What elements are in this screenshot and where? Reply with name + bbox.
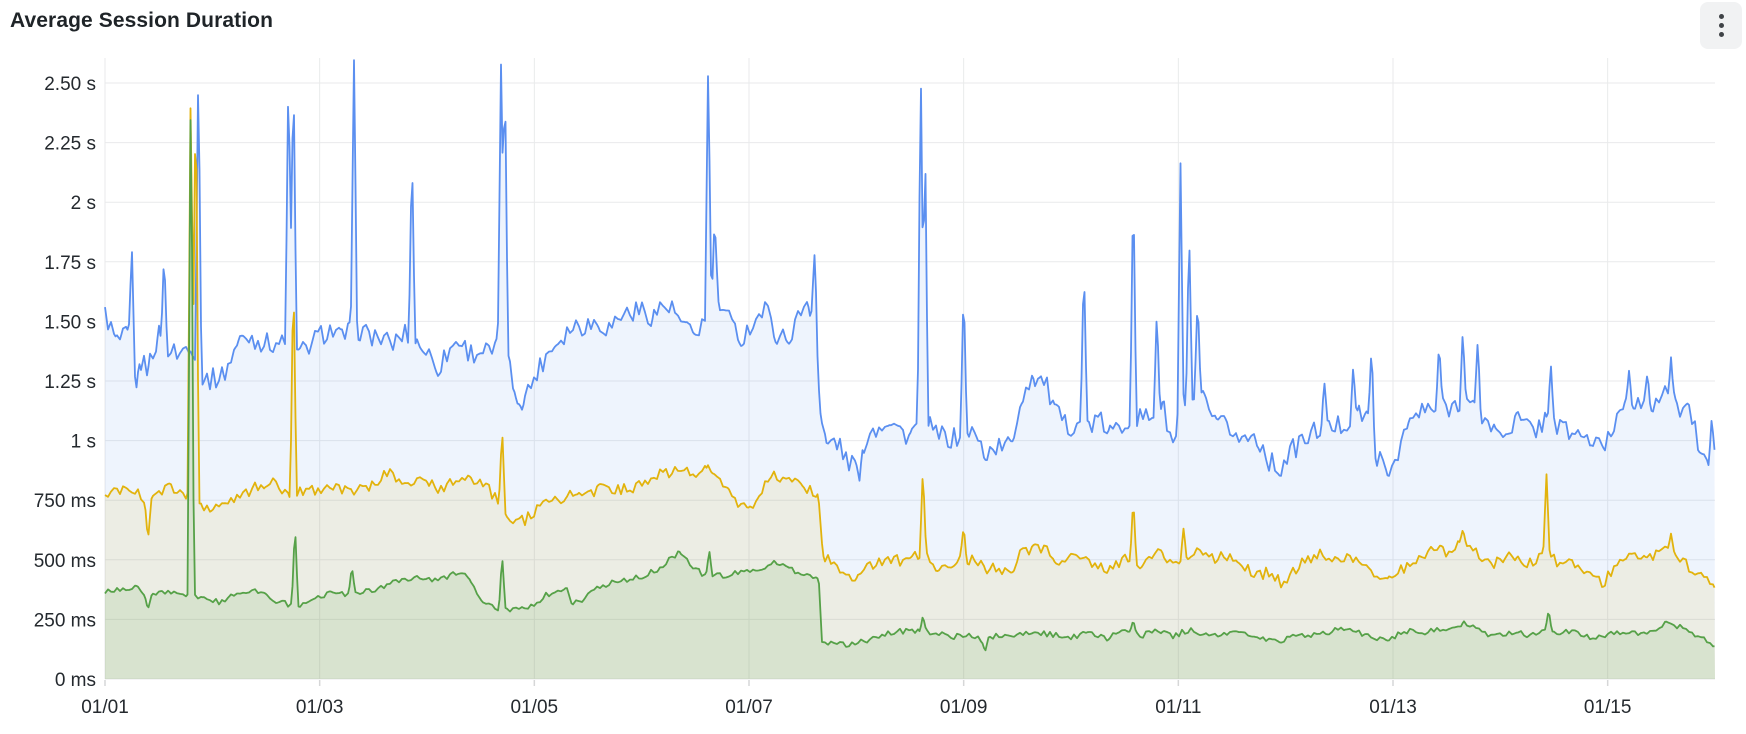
y-tick-label: 1 s	[71, 432, 96, 453]
series-line-blue	[104, 59, 1716, 482]
x-tick-label: 01/15	[1584, 697, 1632, 718]
x-tick-label: 01/01	[81, 697, 129, 718]
x-tick-label: 01/11	[1155, 697, 1201, 718]
series-line-green	[104, 119, 1715, 652]
x-tick-label: 01/09	[940, 697, 988, 718]
series-area-yellow	[105, 108, 1715, 680]
panel-menu-button[interactable]	[1700, 2, 1742, 49]
y-tick-label: 500 ms	[34, 551, 96, 572]
y-tick-label: 1.25 s	[44, 372, 96, 393]
series-line-yellow	[104, 107, 1716, 589]
x-tick-label: 01/07	[725, 697, 773, 718]
y-tick-label: 250 ms	[34, 610, 96, 631]
x-tick-label: 01/03	[296, 697, 344, 718]
x-tick-label: 01/13	[1369, 697, 1417, 718]
y-tick-label: 2 s	[71, 193, 96, 214]
y-tick-label: 1.50 s	[44, 312, 96, 333]
y-tick-label: 1.75 s	[44, 253, 96, 274]
y-tick-label: 750 ms	[34, 491, 96, 512]
x-tick-label: 01/05	[511, 697, 559, 718]
kebab-vertical-icon	[1718, 14, 1724, 37]
series-area-blue	[105, 60, 1715, 679]
series-area-green	[105, 120, 1715, 679]
y-tick-label: 2.25 s	[44, 134, 96, 155]
y-tick-label: 2.50 s	[44, 74, 96, 95]
y-tick-label: 0 ms	[55, 670, 96, 691]
